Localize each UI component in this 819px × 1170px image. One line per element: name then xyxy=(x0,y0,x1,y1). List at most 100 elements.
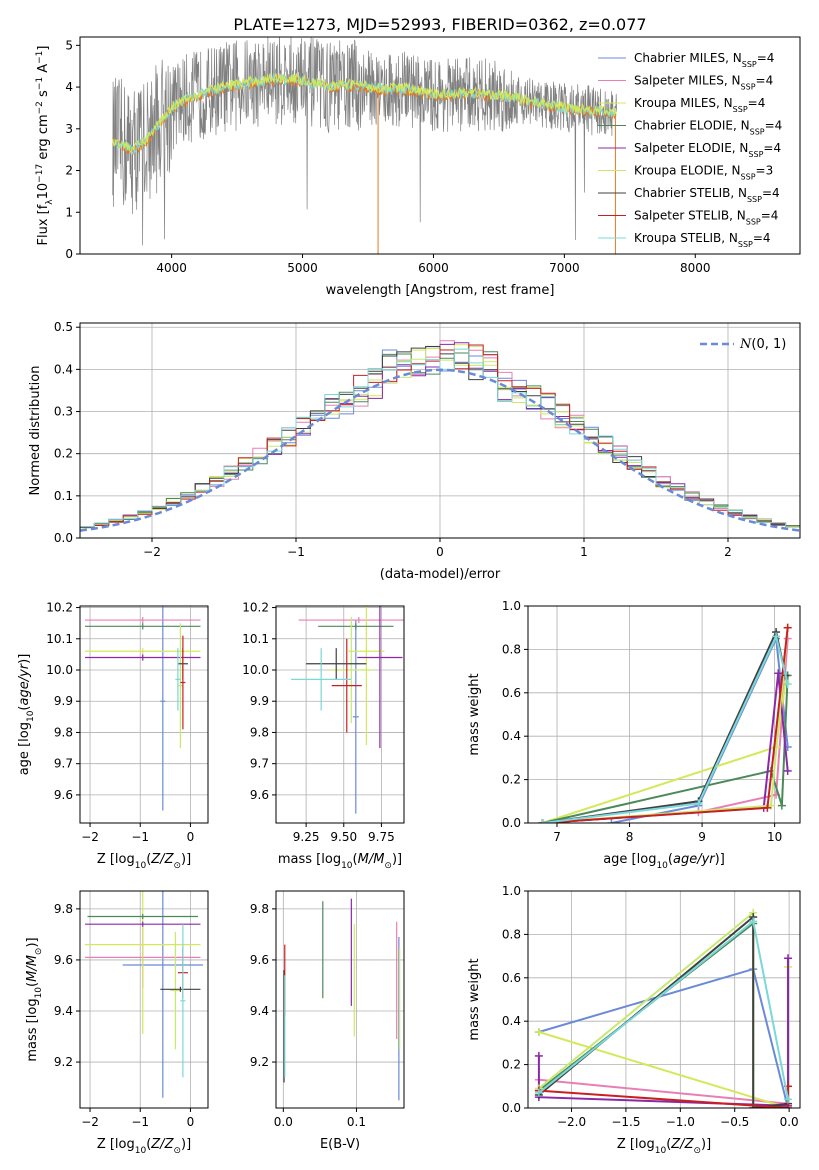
label-part: ⊙ xyxy=(693,1146,701,1156)
plot-area xyxy=(80,340,800,532)
legend-label-part: Chabrier STELIB, N xyxy=(634,186,747,200)
label-part: mass [log xyxy=(278,852,341,867)
legend-label: Salpeter STELIB, NSSP=4 xyxy=(634,209,778,227)
label-part: age [log xyxy=(603,852,656,867)
legend-label-part: SSP xyxy=(747,195,762,204)
y-tick-label: 5 xyxy=(65,38,73,52)
gaussian-curve xyxy=(80,368,800,532)
legend-label-part: Kroupa ELODIE, N xyxy=(634,164,741,178)
y-axis-label: mass weight xyxy=(467,673,482,755)
axes-frame xyxy=(527,890,801,1109)
y-tick-label: 0.0 xyxy=(502,1101,521,1115)
label-part: Z [log xyxy=(97,852,135,867)
y-tick-label: 0 xyxy=(65,247,73,261)
plot-area xyxy=(538,623,792,823)
label-part: M/M xyxy=(358,852,385,867)
legend-label-part: Kroupa STELIB, N xyxy=(634,231,738,245)
weight-series-line xyxy=(542,633,789,823)
x-tick-label: 6000 xyxy=(418,261,449,275)
label-part: A xyxy=(36,64,51,77)
y-tick-label: 9.8 xyxy=(250,902,269,916)
legend-label-part: Chabrier ELODIE, N xyxy=(634,119,750,133)
axes-frame xyxy=(527,605,801,824)
legend-label: Salpeter ELODIE, NSSP=4 xyxy=(634,141,781,159)
x-tick-label: 9.25 xyxy=(293,830,320,844)
legend-label-part: SSP xyxy=(742,60,757,69)
x-tick-label: 8 xyxy=(626,830,634,844)
label-part: mass [log xyxy=(25,998,40,1061)
y-axis-label: Normed distribution xyxy=(28,366,43,496)
legend-label: Kroupa STELIB, NSSP=4 xyxy=(634,231,771,249)
legend-label-part: SSP xyxy=(748,150,763,159)
y-tick-label: 0.2 xyxy=(502,1058,521,1072)
panel-mass_vs_ebv: 0.0 0.1 9.2 9.4 9.6 9.8 E(B-V) xyxy=(250,890,405,1152)
legend-label-part: Salpeter STELIB, N xyxy=(634,209,746,223)
x-tick-label: 7 xyxy=(553,830,561,844)
label-part: age/yr xyxy=(673,852,716,867)
plot-area xyxy=(85,606,201,811)
plot-area xyxy=(283,898,401,1101)
y-tick-label: 1 xyxy=(65,205,73,219)
label-part: M/M xyxy=(25,955,40,982)
y-axis-label: mass weight xyxy=(467,958,482,1040)
spectrum-model-line xyxy=(112,72,617,154)
label-part: 10 xyxy=(655,1146,667,1156)
x-tick-label: 0.0 xyxy=(780,1115,799,1129)
label-part: ( xyxy=(666,1137,671,1152)
axes-frame xyxy=(275,605,405,824)
label-part: )] xyxy=(701,1137,711,1152)
x-tick-label: −2 xyxy=(81,1115,99,1129)
legend-label-part: Salpeter ELODIE, N xyxy=(634,141,748,155)
legend-label: Chabrier STELIB, NSSP=4 xyxy=(634,186,780,204)
label-part: )] xyxy=(17,654,32,664)
legend-label-part: (0, 1) xyxy=(751,337,786,352)
label-part: ⊙ xyxy=(34,948,44,956)
label-part: age [log xyxy=(17,722,32,775)
panel-age_vs_mass: 9.25 9.50 9.75 9.6 9.7 9.8 9.9 10.0 10.1 10.2 mass… xyxy=(242,601,405,871)
y-tick-label: 9.6 xyxy=(250,788,269,802)
label-part: −1 xyxy=(35,77,45,90)
label-part: −17 xyxy=(35,164,45,183)
y-tick-label: 9.7 xyxy=(54,757,73,771)
label-part: )] xyxy=(392,852,402,867)
x-tick-label: −1 xyxy=(131,830,149,844)
axes-frame xyxy=(79,890,209,1109)
y-tick-label: 0.1 xyxy=(54,489,73,503)
x-tick-label: 9.75 xyxy=(368,830,395,844)
legend-label: Salpeter MILES, NSSP=4 xyxy=(634,74,773,92)
label-part: s xyxy=(36,90,51,101)
label-part: Z/Z xyxy=(670,1137,694,1152)
label-part: 10 xyxy=(26,710,36,722)
legend-label-part: SSP xyxy=(741,172,756,181)
plot-area xyxy=(291,606,404,814)
legend-label: Kroupa ELODIE, NSSP=3 xyxy=(634,164,773,182)
label-part: ( xyxy=(25,982,40,987)
label-part: ( xyxy=(146,852,151,867)
legend-label: Chabrier MILES, NSSP=4 xyxy=(634,51,774,69)
axes-frame xyxy=(275,890,405,1109)
legend-label-part: =4 xyxy=(753,231,771,245)
x-tick-label: 2 xyxy=(724,545,732,559)
panel-age_vs_Z: −2 −1 09.69.79.89.910.010.110.2Z [log10(Z/… xyxy=(17,601,209,871)
label-part: λ xyxy=(45,199,55,205)
x-tick-label: 9 xyxy=(698,830,706,844)
x-tick-label: −2 xyxy=(81,830,99,844)
y-tick-label: 10.0 xyxy=(46,663,73,677)
panel-residuals: −2 −1 0 1 2 0.0 0.1 0.2 0.3 0.4 0.5 (data-model)/er… xyxy=(28,320,801,582)
y-tick-label: 0.6 xyxy=(502,686,521,700)
x-axis-label: Z [log10(Z/Z⊙)] xyxy=(617,1137,711,1156)
label-part: erg cm xyxy=(36,114,51,163)
x-tick-label: −1.0 xyxy=(666,1115,695,1129)
legend-label-part: =4 xyxy=(765,119,783,133)
legend-label-part: =4 xyxy=(756,74,774,88)
y-tick-label: 9.8 xyxy=(54,725,73,739)
y-axis-label: mass [log10(M/M⊙)] xyxy=(25,937,44,1061)
panel-mass_vs_Z: −2 −1 09.29.49.69.8Z [log10(Z/Z⊙)]mass [lo… xyxy=(25,890,209,1156)
label-part: Flux [f xyxy=(36,204,51,245)
x-axis-label: age [log10(age/yr)] xyxy=(603,852,725,871)
y-axis-label: age [log10(age/yr)] xyxy=(17,654,36,776)
legend: Chabrier MILES, NSSP=4 Salpeter MILES, NS… xyxy=(598,51,782,249)
y-tick-label: 0.4 xyxy=(502,1014,521,1028)
x-tick-label: 0.1 xyxy=(347,1115,366,1129)
